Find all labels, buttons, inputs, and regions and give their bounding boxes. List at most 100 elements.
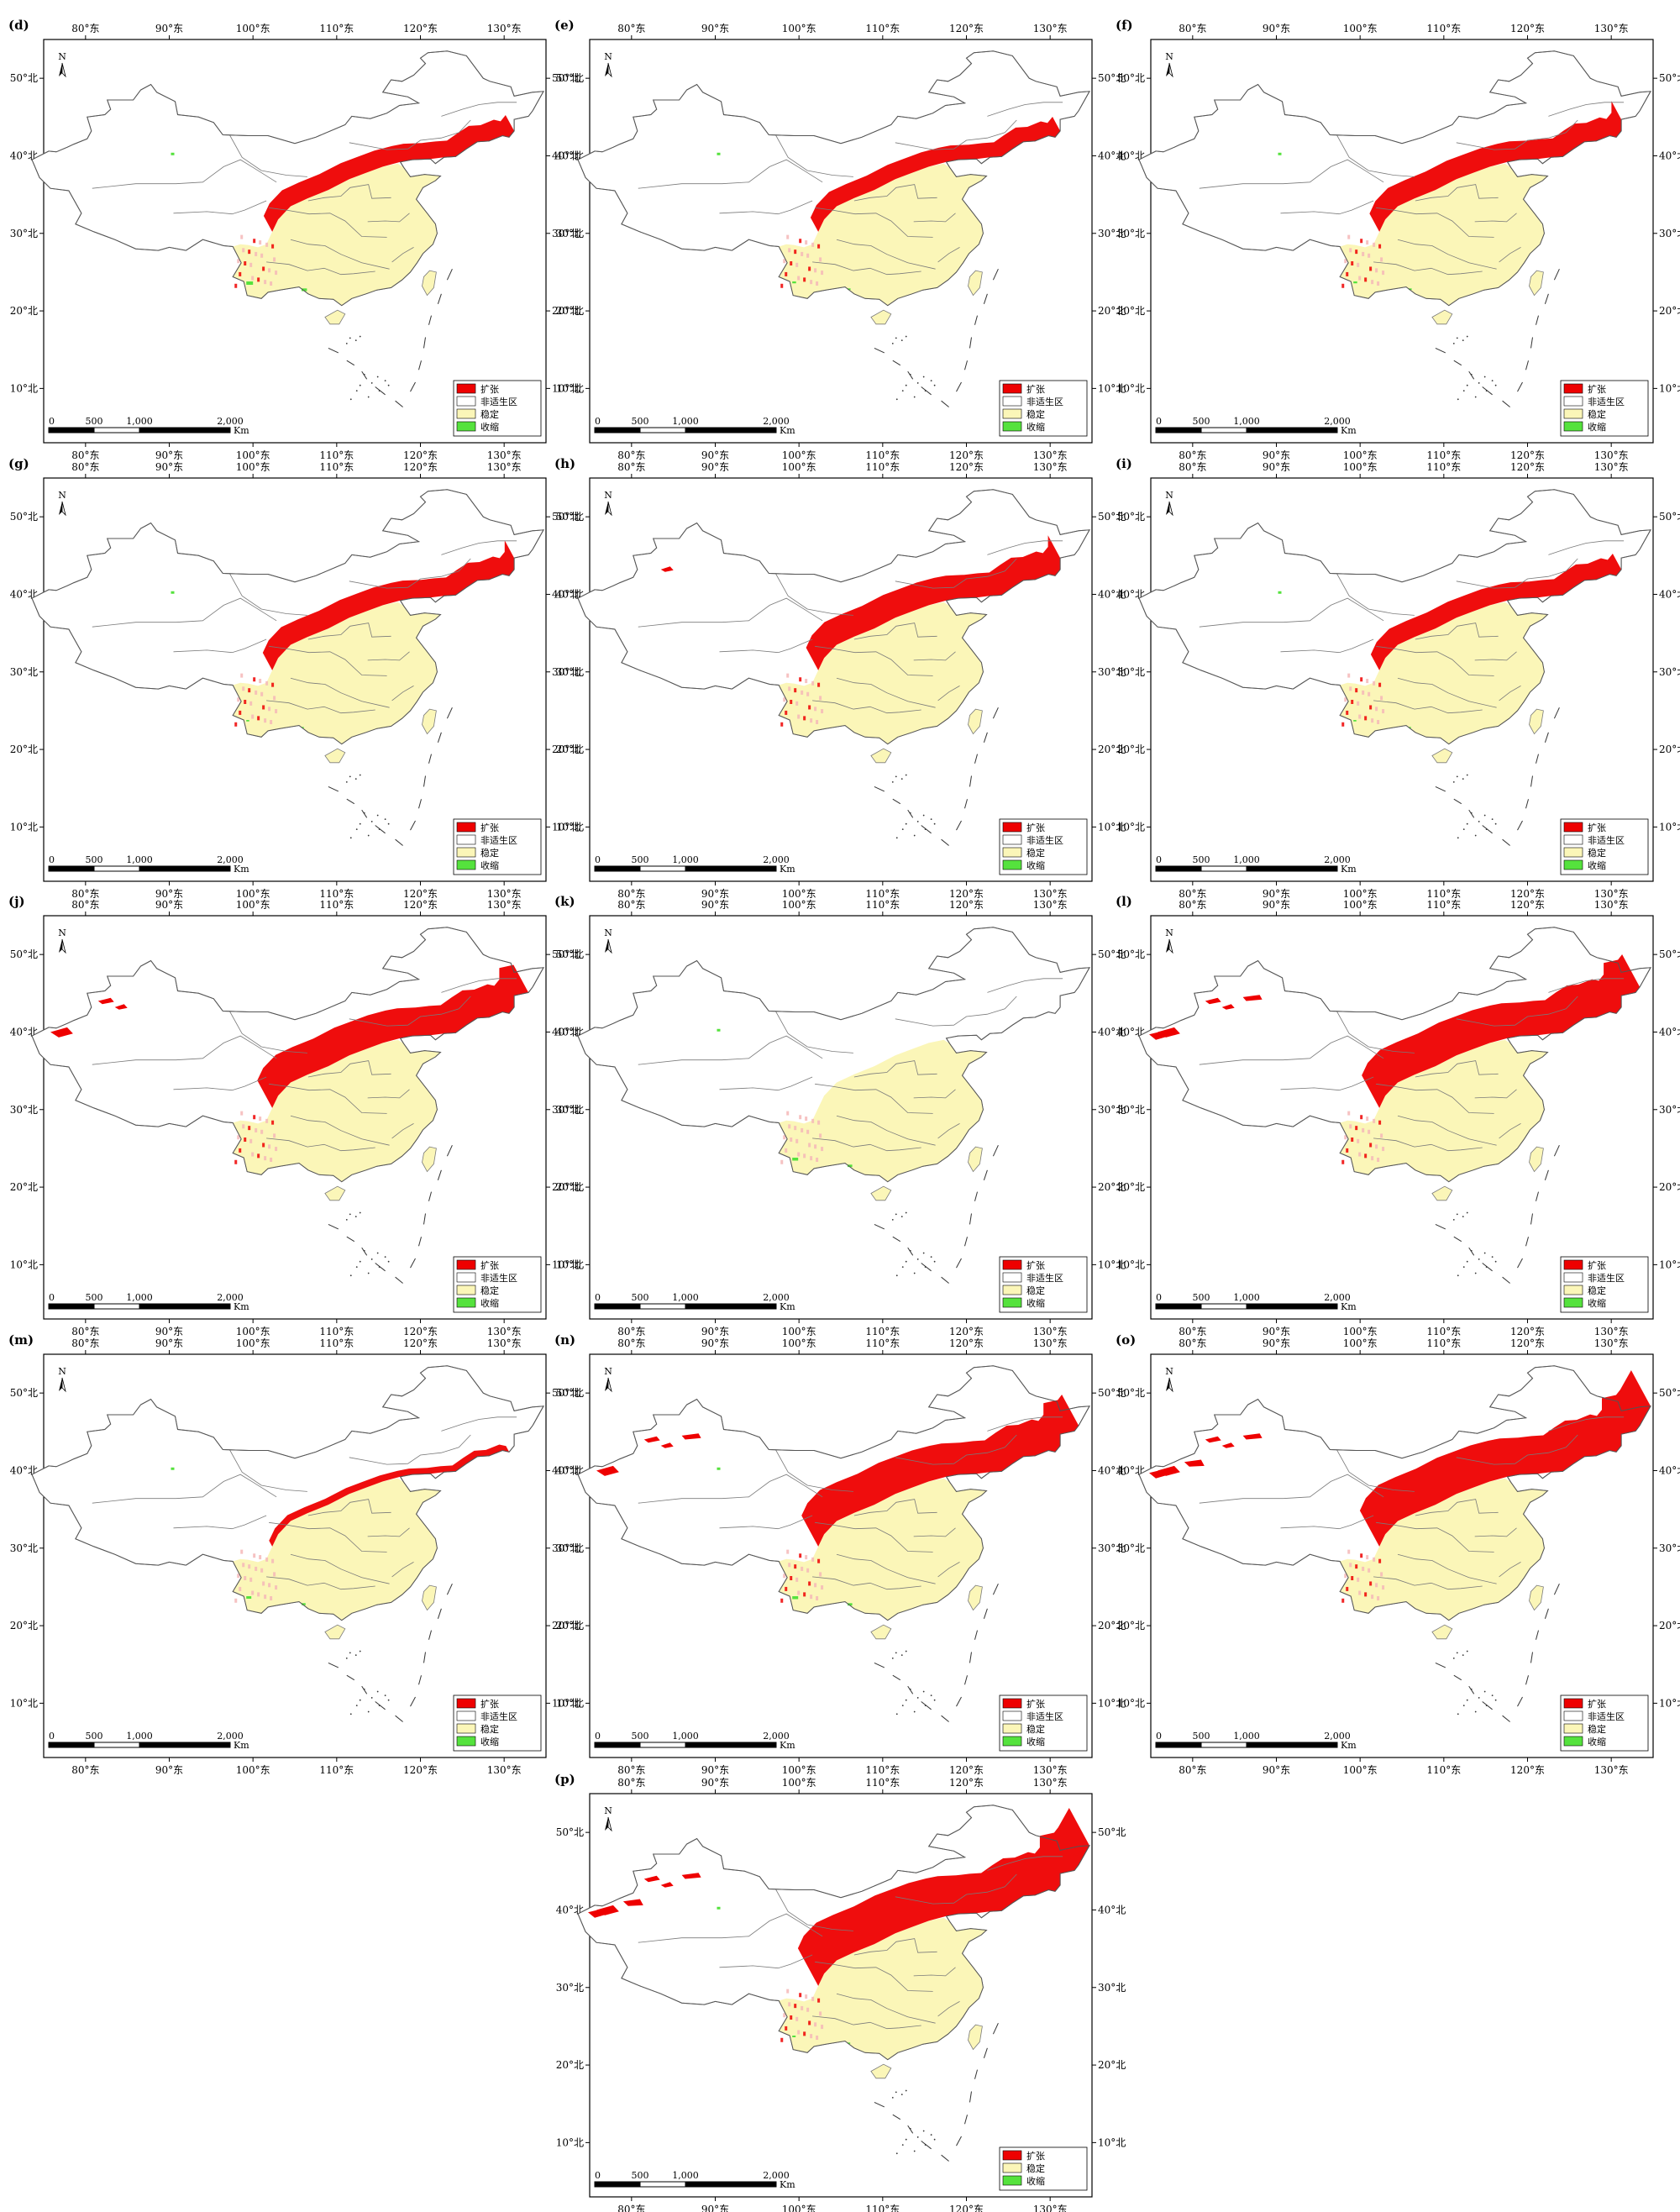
- legend-label: 收缩: [480, 1297, 499, 1309]
- island: [968, 1584, 983, 1611]
- island-dot: [355, 828, 358, 831]
- north-label: N: [1165, 1366, 1173, 1377]
- scale-tick-label: 500: [632, 854, 649, 865]
- province-border: [1474, 651, 1517, 661]
- lon-label-bottom: 130°东: [1033, 449, 1068, 461]
- legend-label: 扩张: [480, 1259, 499, 1271]
- lat-label-left: 30°北: [1117, 1104, 1145, 1116]
- island: [324, 748, 346, 764]
- lat-label-left: 50°北: [1117, 1387, 1145, 1399]
- island-dot: [1485, 828, 1488, 831]
- province-border: [812, 1576, 921, 1590]
- legend-swatch: [456, 396, 476, 407]
- province-border: [367, 1089, 410, 1099]
- southwest-mixed-area: [1341, 1549, 1385, 1603]
- lat-label-left: 20°北: [1117, 305, 1145, 317]
- lon-label-bottom: 100°东: [782, 2204, 816, 2212]
- island-dot: [363, 373, 365, 376]
- legend-label: 扩张: [1588, 383, 1606, 395]
- lat-label-right: 10°北: [1098, 1697, 1126, 1709]
- lat-label-right: 20°北: [1659, 1620, 1680, 1631]
- island-dot: [1456, 337, 1458, 339]
- province-border: [92, 1035, 277, 1065]
- island-dot: [922, 814, 925, 817]
- sea-boundary-dash: [1544, 1608, 1549, 1619]
- legend-label: 收缩: [1026, 2175, 1045, 2187]
- island-dot: [895, 775, 897, 778]
- panel-label: (l): [1116, 894, 1132, 909]
- map-panel: (i) 80°东 80°东 90°东 90°东 100°东 100°东 110°东 110°东 1…: [1116, 456, 1680, 900]
- island-dot: [1478, 382, 1480, 384]
- china-map: 80°东 80°东 90°东 90°东 100°东 100°东 110°东 110°东 120°…: [1117, 23, 1680, 461]
- scale-tick-label: 1,000: [672, 1292, 699, 1303]
- province-border: [1280, 1076, 1374, 1091]
- sea-boundary-dash: [983, 293, 988, 304]
- lon-label-bottom: 120°东: [403, 888, 438, 900]
- contraction-area: [171, 591, 175, 594]
- island-dot: [359, 1650, 361, 1652]
- legend-swatch: [456, 1736, 476, 1747]
- sea-boundary-dash: [418, 360, 422, 370]
- sea-boundary-dash: [921, 825, 932, 834]
- island: [968, 1146, 983, 1173]
- island-dot: [933, 2138, 936, 2141]
- contraction-area: [792, 2036, 796, 2037]
- lat-label-left: 30°北: [10, 1542, 38, 1554]
- legend-label: 稳定: [1588, 1285, 1606, 1296]
- contraction-area: [717, 152, 721, 155]
- sea-boundary-dash: [410, 1696, 416, 1707]
- legend-swatch: [1563, 1272, 1583, 1283]
- sea-boundary-dash: [964, 1237, 968, 1247]
- province-border: [266, 1138, 375, 1152]
- lon-label-top: 130°东: [1594, 461, 1629, 473]
- expansion-area: [257, 964, 529, 1108]
- legend-swatch: [1002, 421, 1022, 432]
- province-border: [367, 1527, 410, 1537]
- sea-boundary-dash: [346, 798, 355, 805]
- lat-label-left: 10°北: [1117, 382, 1145, 394]
- legend-swatch: [1563, 847, 1583, 858]
- lon-label-bottom: 110°东: [319, 1326, 354, 1337]
- lat-label-left: 20°北: [556, 743, 584, 755]
- lon-label-top: 110°东: [1426, 899, 1461, 911]
- scale-tick-label: 0: [49, 1731, 55, 1742]
- scale-tick-label: 1,000: [126, 1292, 153, 1303]
- lon-label-top: 120°东: [1510, 899, 1545, 911]
- lat-label-right: 30°北: [1098, 1982, 1126, 1994]
- contraction-area: [171, 152, 175, 155]
- island-dot: [891, 342, 894, 344]
- expansion-area: [797, 1808, 1089, 1986]
- scale-tick-label: 1,000: [1233, 854, 1260, 865]
- lon-label-top: 90°东: [1263, 899, 1290, 911]
- lon-label-bottom: 130°东: [1033, 1764, 1068, 1776]
- island-dot: [1474, 396, 1477, 398]
- china-map: 80°东 80°东 90°东 90°东 100°东 100°东 110°东 110°东 120°…: [556, 1777, 1126, 2212]
- sea-boundary-dash: [410, 381, 416, 392]
- expansion-patch: [643, 1875, 660, 1883]
- sea-boundary-dash: [1553, 1583, 1560, 1595]
- island-dot: [900, 1654, 903, 1657]
- map-panel: (m) 80°东 80°东 90°东 90°东 100°东 100°东 110°东 110°东 1…: [8, 1332, 580, 1776]
- province-border: [307, 623, 391, 640]
- sea-boundary-dash: [1435, 1662, 1446, 1668]
- lat-label-left: 40°北: [556, 588, 584, 600]
- island-dot: [354, 778, 357, 780]
- scale-tick-label: 1,000: [126, 416, 153, 427]
- legend-swatch: [1002, 2162, 1022, 2173]
- lat-label-right: 40°北: [552, 588, 580, 600]
- island-dot: [913, 396, 916, 398]
- sea-boundary-dash: [346, 1236, 355, 1243]
- province-border: [1499, 686, 1521, 701]
- island-dot: [359, 1699, 361, 1701]
- lat-label-left: 20°北: [556, 2059, 584, 2071]
- contraction-area: [1353, 281, 1357, 284]
- lat-label-left: 10°北: [556, 2136, 584, 2148]
- province-border: [349, 119, 471, 150]
- island-dot: [895, 1652, 897, 1654]
- province-border: [1199, 1035, 1384, 1065]
- province-border: [1474, 1527, 1517, 1537]
- lon-label-bottom: 80°东: [71, 1764, 99, 1776]
- province-border: [269, 1521, 387, 1553]
- island-dot: [367, 1272, 370, 1274]
- sea-boundary-dash: [992, 1583, 999, 1595]
